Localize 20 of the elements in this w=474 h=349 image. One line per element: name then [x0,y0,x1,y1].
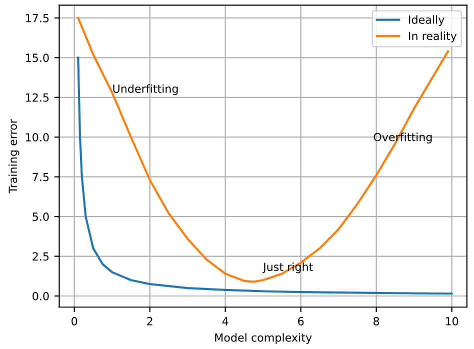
x-tick-label: 2 [147,317,152,326]
y-tick-label: 12.5 [26,93,49,102]
y-tick-label: 10.0 [26,133,49,142]
y-tick-label: 2.5 [32,252,49,261]
x-tick-label: 10 [446,317,458,326]
legend-label: In reality [409,32,457,42]
x-tick-label: 8 [374,317,380,326]
legend-label: Ideally [409,15,444,26]
annotation: Underfitting [113,84,178,96]
x-tick-label: 0 [72,317,78,326]
y-axis-title: Training error [8,119,20,194]
x-tick-label: 6 [298,317,304,326]
y-tick-label: 17.5 [26,14,49,22]
line-series [77,56,453,295]
y-tick-label: 15.0 [26,54,49,62]
x-tick-label: 4 [222,317,228,326]
y-tick-label: 0.0 [32,292,49,300]
y-tick-label: 5.0 [32,212,49,221]
y-tick-label: 7.5 [32,172,49,182]
x-axis-title: Model complexity [215,333,312,344]
